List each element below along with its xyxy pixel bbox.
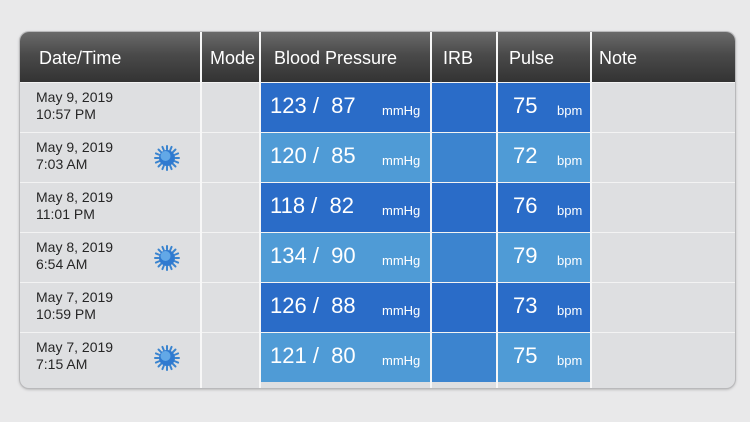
table-row[interactable]: May 8, 2019 6:54 AM 134 / 90 mmHg 79 bpm [20, 232, 735, 282]
blood-pressure-value: 118 / 82 [270, 193, 354, 218]
row-divider [20, 182, 735, 183]
date-text: May 7, 2019 [36, 339, 114, 355]
pulse-cell-bg [498, 82, 590, 132]
pulse-unit: bpm [557, 153, 583, 168]
pulse-value: 76 [513, 193, 538, 218]
irb-cell [432, 282, 496, 332]
date-text: May 8, 2019 [36, 189, 114, 205]
bp-cell-bg [261, 182, 430, 232]
time-text: 11:01 PM [36, 206, 95, 222]
time-text: 6:54 AM [36, 256, 88, 272]
pulse-value: 75 [513, 343, 538, 368]
bp-unit: mmHg [382, 253, 421, 268]
column-divider [259, 32, 261, 388]
irb-cell [432, 182, 496, 232]
row-divider [20, 282, 735, 283]
datetime-cell: May 9, 2019 7:03 AM [36, 139, 113, 173]
header-note[interactable]: Note [599, 48, 638, 68]
table-row[interactable]: May 7, 2019 7:15 AM 121 / 80 mmHg 75 bpm [20, 332, 735, 382]
column-divider [430, 32, 432, 388]
pulse-unit: bpm [557, 203, 583, 218]
header-blood-pressure[interactable]: Blood Pressure [274, 48, 398, 68]
date-text: May 8, 2019 [36, 239, 114, 255]
bp-unit: mmHg [382, 103, 421, 118]
readings-table: Date/Time Mode Blood Pressure IRB Pulse … [20, 32, 735, 388]
irb-cell [432, 332, 496, 382]
bp-cell-bg [261, 282, 430, 332]
bp-cell-bg [261, 82, 430, 132]
pulse-value: 73 [513, 293, 538, 318]
datetime-cell: May 9, 2019 10:57 PM [36, 89, 113, 123]
time-text: 10:59 PM [36, 306, 96, 322]
pulse-value: 72 [513, 143, 538, 168]
irb-cell [432, 132, 496, 182]
datetime-cell: May 7, 2019 10:59 PM [36, 289, 113, 323]
bp-unit: mmHg [382, 303, 421, 318]
table-row[interactable]: May 9, 2019 7:03 AM 120 / 85 mmHg 72 bpm [20, 132, 735, 182]
column-divider [200, 32, 202, 388]
pulse-unit: bpm [557, 303, 583, 318]
datetime-cell: May 8, 2019 11:01 PM [36, 189, 113, 223]
pulse-value: 79 [513, 243, 538, 268]
header-pulse[interactable]: Pulse [509, 48, 555, 68]
column-divider [590, 32, 592, 388]
pulse-unit: bpm [557, 103, 583, 118]
sun-icon [154, 345, 180, 371]
pulse-unit: bpm [557, 353, 583, 368]
blood-pressure-value: 123 / 87 [270, 93, 356, 118]
date-text: May 9, 2019 [36, 139, 114, 155]
row-divider [20, 232, 735, 233]
sun-icon [154, 145, 180, 171]
pulse-cell-bg [498, 132, 590, 182]
irb-cell [432, 82, 496, 132]
date-text: May 7, 2019 [36, 289, 114, 305]
bp-cell-bg [261, 332, 430, 382]
bp-unit: mmHg [382, 353, 421, 368]
time-text: 7:15 AM [36, 356, 88, 372]
pulse-cell-bg [498, 232, 590, 282]
header-irb[interactable]: IRB [443, 48, 474, 68]
bp-unit: mmHg [382, 153, 421, 168]
row-divider [20, 132, 735, 133]
pulse-value: 75 [513, 93, 538, 118]
header-mode[interactable]: Mode [210, 48, 256, 68]
blood-pressure-value: 121 / 80 [270, 343, 356, 368]
blood-pressure-value: 134 / 90 [270, 243, 356, 268]
date-text: May 9, 2019 [36, 89, 114, 105]
column-divider [496, 32, 498, 388]
header-datetime[interactable]: Date/Time [39, 48, 122, 68]
row-divider [20, 82, 735, 83]
table-header: Date/Time Mode Blood Pressure IRB Pulse … [20, 32, 735, 82]
time-text: 7:03 AM [36, 156, 88, 172]
pulse-cell-bg [498, 332, 590, 382]
table-row[interactable]: May 8, 2019 11:01 PM 118 / 82 mmHg 76 bpm [20, 182, 735, 232]
row-divider [20, 332, 735, 333]
datetime-cell: May 7, 2019 7:15 AM [36, 339, 113, 373]
blood-pressure-value: 126 / 88 [270, 293, 356, 318]
sun-icon [154, 245, 180, 271]
irb-cell [432, 232, 496, 282]
pulse-cell-bg [498, 282, 590, 332]
table-row[interactable]: May 9, 2019 10:57 PM 123 / 87 mmHg 75 bpm [20, 82, 735, 132]
pulse-unit: bpm [557, 253, 583, 268]
bp-cell-bg [261, 232, 430, 282]
time-text: 10:57 PM [36, 106, 96, 122]
pulse-cell-bg [498, 182, 590, 232]
table-row[interactable]: May 7, 2019 10:59 PM 126 / 88 mmHg 73 bpm [20, 282, 735, 332]
bp-unit: mmHg [382, 203, 421, 218]
datetime-cell: May 8, 2019 6:54 AM [36, 239, 113, 273]
bp-cell-bg [261, 132, 430, 182]
blood-pressure-value: 120 / 85 [270, 143, 356, 168]
